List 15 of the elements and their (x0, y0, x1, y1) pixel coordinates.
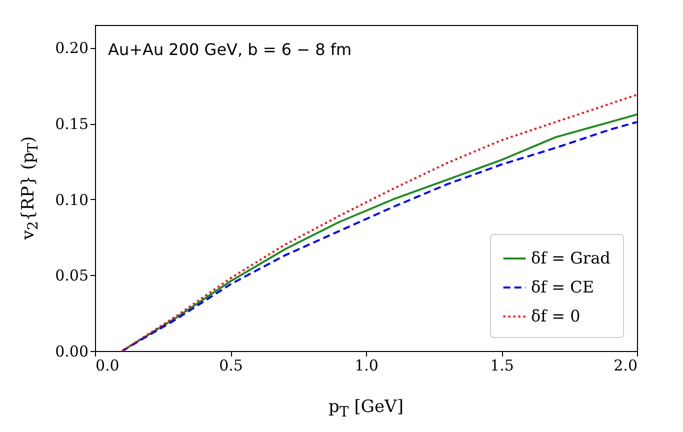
y-tick-label: 0.20 (55, 39, 88, 58)
y-tick-label: 0.00 (55, 342, 88, 360)
x-tick-label: 1.0 (354, 356, 378, 374)
legend-label: δf = 0 (531, 306, 580, 326)
x-axis-title: p$_{T}$ [GeV] (328, 397, 404, 420)
y-tick-label: 0.15 (55, 115, 88, 134)
y-tick-label: 0.10 (55, 190, 88, 209)
legend-label: δf = Grad (531, 248, 610, 268)
x-tick-label: 0.5 (219, 356, 243, 374)
x-tick-label: 0.0 (96, 356, 120, 374)
x-tick-label: 2.0 (614, 356, 638, 374)
annotation: Au+Au 200 GeV, b = 6 − 8 fm (108, 40, 352, 59)
y-tick-label: 0.05 (55, 266, 88, 285)
x-tick-label: 1.5 (490, 356, 514, 374)
legend-label: δf = CE (531, 278, 594, 296)
